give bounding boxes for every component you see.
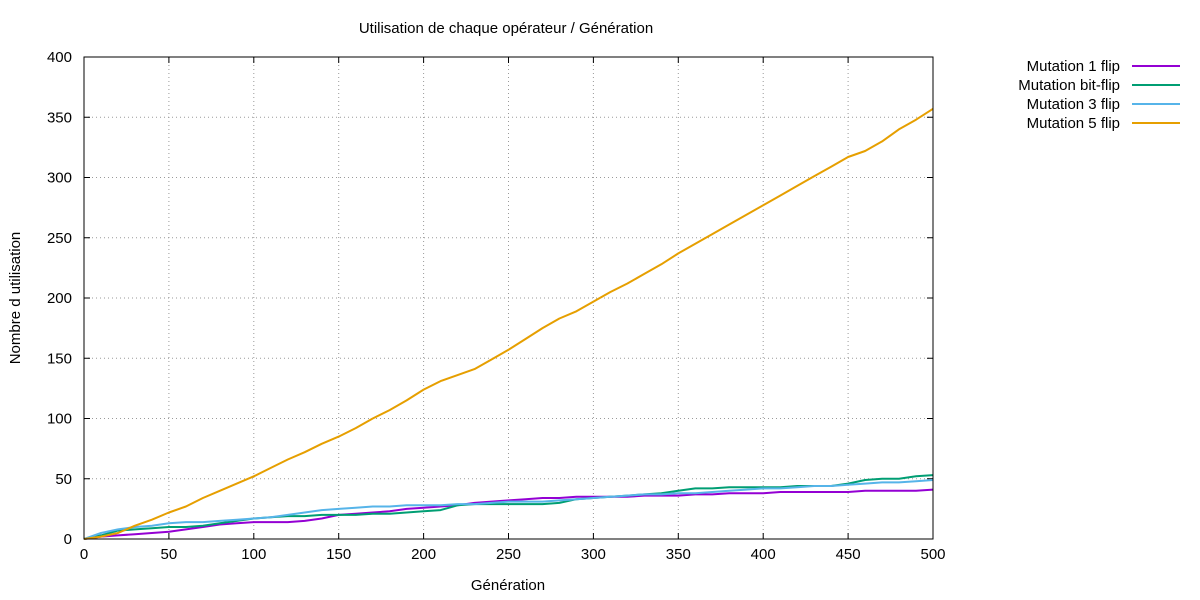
legend-item-1: Mutation 1 flip [1027, 58, 1180, 75]
x-tick-label: 50 [161, 546, 178, 563]
series-line-1 [83, 488, 934, 540]
y-tick-label: 100 [47, 411, 72, 428]
legend-label: Mutation bit-flip [1018, 77, 1120, 94]
series-line-2 [83, 474, 934, 540]
plot-frame [83, 56, 934, 540]
legend-label: Mutation 3 flip [1027, 96, 1120, 113]
chart-title: Utilisation de chaque opérateur / Généra… [359, 20, 653, 37]
x-tick-label: 350 [666, 546, 691, 563]
x-axis-label: Génération [471, 577, 545, 594]
x-tick-label: 300 [581, 546, 606, 563]
legend-item-3: Mutation 3 flip [1027, 96, 1180, 113]
y-axis-label: Nombre d utilisation [7, 232, 24, 365]
x-tick-label: 150 [326, 546, 351, 563]
y-tick-label: 0 [64, 531, 72, 548]
x-tick-label: 200 [411, 546, 436, 563]
series-line-3 [83, 479, 934, 540]
x-tick-label: 400 [751, 546, 776, 563]
legend-label: Mutation 1 flip [1027, 58, 1120, 75]
y-tick-label: 150 [47, 350, 72, 367]
series-layer [83, 107, 934, 540]
legend-label: Mutation 5 flip [1027, 115, 1120, 132]
y-tick-label: 400 [47, 49, 72, 66]
y-tick-label: 250 [47, 230, 72, 247]
axis-ticks: 0 50 100 150 200 250 300 350 400 450 500 0 50 100 150 2… [47, 49, 946, 563]
x-tick-label: 450 [836, 546, 861, 563]
gridlines [84, 57, 933, 539]
x-tick-label: 100 [241, 546, 266, 563]
x-tick-label: 0 [80, 546, 88, 563]
y-tick-label: 300 [47, 170, 72, 187]
y-tick-label: 50 [55, 471, 72, 488]
y-tick-label: 200 [47, 290, 72, 307]
x-tick-label: 250 [496, 546, 521, 563]
series-line-4 [83, 107, 934, 540]
legend: Mutation 1 flip Mutation bit-flip Mutation… [1018, 58, 1180, 132]
x-tick-label: 500 [920, 546, 945, 563]
y-tick-label: 350 [47, 109, 72, 126]
legend-item-4: Mutation 5 flip [1027, 115, 1180, 132]
legend-item-2: Mutation bit-flip [1018, 77, 1180, 94]
